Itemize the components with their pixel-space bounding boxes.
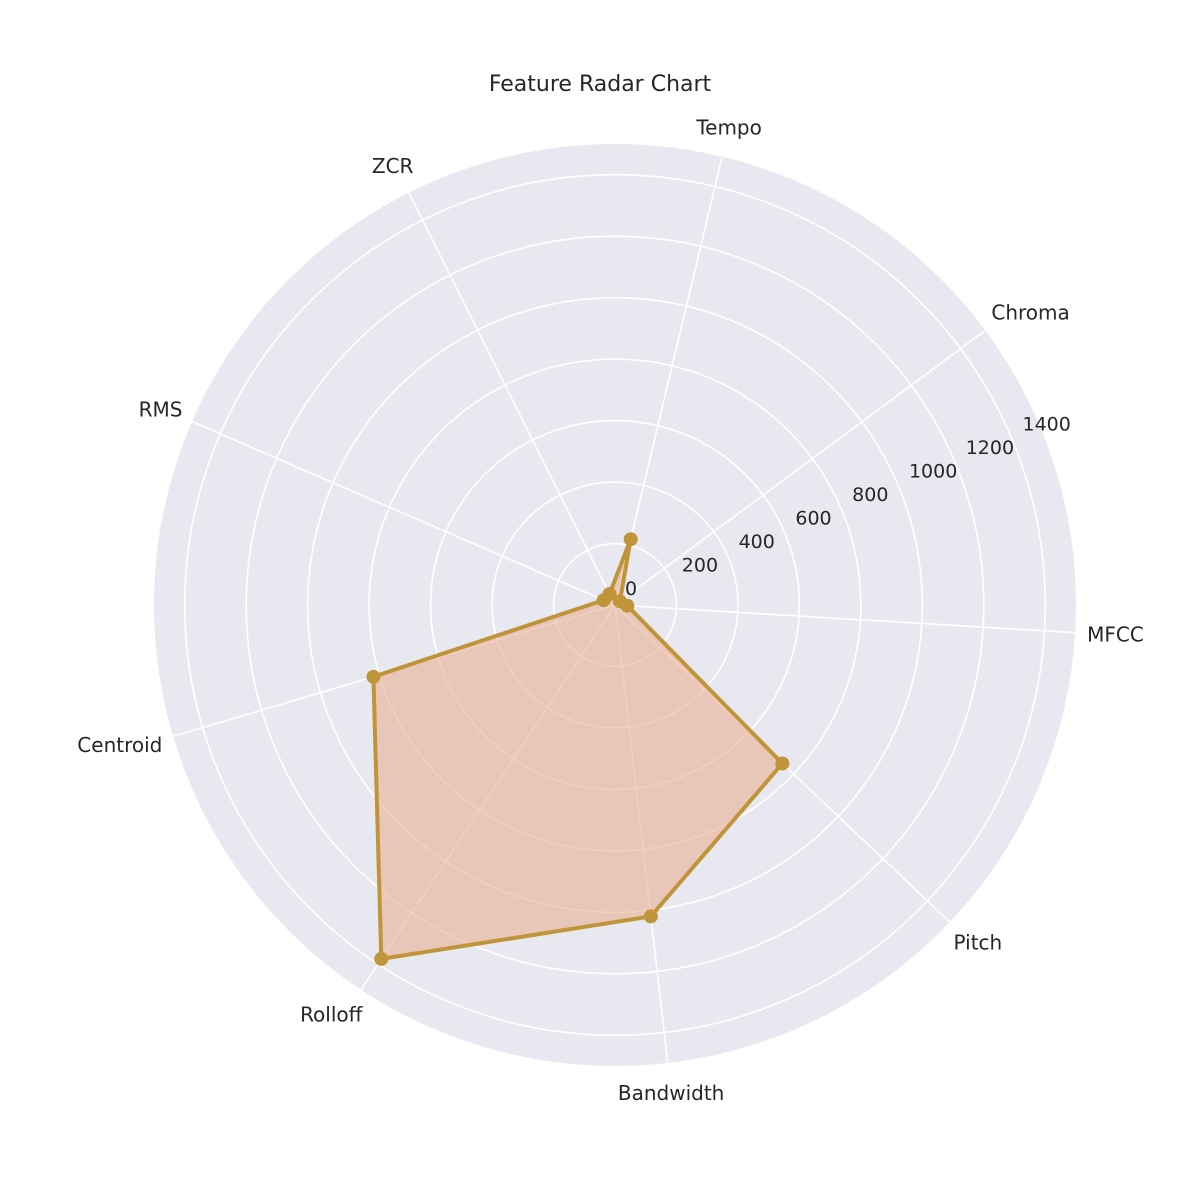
category-label: MFCC <box>1087 622 1144 646</box>
data-point <box>366 669 381 684</box>
category-label: Bandwidth <box>618 1081 724 1105</box>
radial-tick-label: 600 <box>795 507 831 529</box>
data-point <box>643 909 658 924</box>
chart-title: Feature Radar Chart <box>488 72 712 97</box>
series-line <box>371 537 785 961</box>
grid-spoke <box>408 192 616 606</box>
category-label: Centroid <box>77 733 162 757</box>
radial-tick-label: 0 <box>625 578 637 600</box>
radial-tick-label: 1200 <box>966 437 1014 459</box>
grid-spoke <box>614 329 986 606</box>
data-point <box>623 532 638 547</box>
radial-tick-label: 200 <box>682 554 718 576</box>
category-label: Pitch <box>954 931 1003 955</box>
radial-tick-label: 400 <box>739 531 775 553</box>
category-label: Chroma <box>991 301 1069 325</box>
data-point <box>612 594 627 609</box>
grid-spoke <box>614 156 723 606</box>
grid-spoke <box>191 420 616 606</box>
grid-spoke <box>614 604 1076 634</box>
radial-tick-label: 1000 <box>909 460 957 482</box>
category-label: Tempo <box>695 115 762 139</box>
radial-tick-label: 800 <box>852 484 888 506</box>
radial-tick-label: 1400 <box>1023 413 1071 435</box>
data-point <box>775 756 790 771</box>
grid-circle <box>183 173 1047 1037</box>
category-label: ZCR <box>372 154 414 178</box>
grid-circle <box>245 235 985 975</box>
category-label: Rolloff <box>300 1003 364 1027</box>
data-point <box>374 951 389 966</box>
data-point <box>596 593 611 608</box>
category-label: RMS <box>139 398 183 422</box>
